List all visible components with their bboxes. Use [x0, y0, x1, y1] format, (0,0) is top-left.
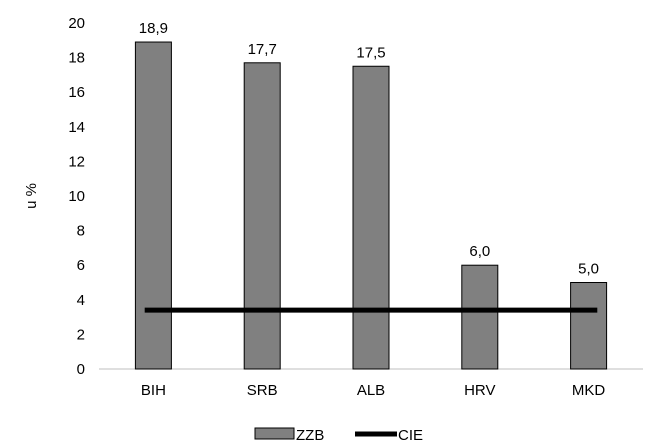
y-tick-label: 8 — [77, 223, 85, 240]
x-tick-label: HRV — [464, 382, 495, 399]
bar-data-label: 17,5 — [356, 44, 385, 61]
bar-data-label: 18,9 — [139, 20, 168, 37]
bars-group — [134, 41, 608, 370]
legend: ZZB CIE — [254, 427, 423, 444]
legend-swatch-zzb — [254, 427, 295, 440]
y-tick-label: 4 — [77, 292, 85, 309]
x-tick-label: ALB — [357, 382, 385, 399]
bar-data-label: 17,7 — [248, 41, 277, 58]
y-tick-label: 12 — [68, 153, 85, 170]
legend-label-zzb: ZZB — [296, 427, 324, 444]
data-labels-group: 18,9 17,7 17,5 6,0 5,0 — [139, 20, 599, 277]
x-tick-label: SRB — [247, 382, 278, 399]
y-tick-label: 0 — [77, 361, 85, 378]
y-axis-title: u % — [23, 183, 40, 209]
y-tick-label: 16 — [68, 84, 85, 101]
y-tick-label: 18 — [68, 50, 85, 67]
bar — [352, 65, 390, 370]
bar-data-label: 5,0 — [578, 261, 599, 278]
y-tick-label: 2 — [77, 326, 85, 343]
y-tick-label: 6 — [77, 257, 85, 274]
x-tick-label: MKD — [572, 382, 606, 399]
bar — [461, 264, 499, 370]
y-tick-label: 14 — [68, 119, 85, 136]
y-axis: 0 2 4 6 8 10 12 14 16 18 20 — [68, 15, 85, 378]
bar-data-label: 6,0 — [469, 243, 490, 260]
bar — [570, 282, 608, 370]
bar — [243, 62, 281, 370]
x-tick-label: BIH — [141, 382, 166, 399]
y-tick-label: 20 — [68, 15, 85, 32]
x-axis: BIH SRB ALB HRV MKD — [99, 368, 643, 399]
y-tick-label: 10 — [68, 188, 85, 205]
bar — [134, 41, 172, 370]
legend-label-cie: CIE — [398, 427, 423, 444]
